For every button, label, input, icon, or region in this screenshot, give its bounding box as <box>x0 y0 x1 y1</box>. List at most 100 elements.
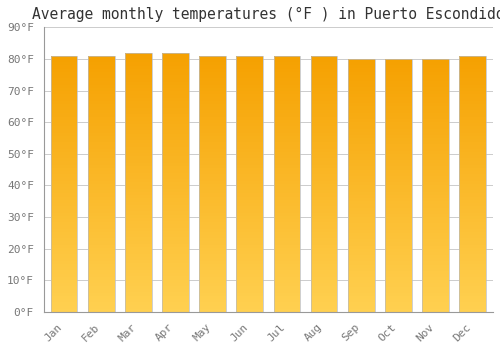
Bar <box>125 231 152 234</box>
Bar <box>460 216 486 219</box>
Bar <box>88 286 115 289</box>
Bar <box>162 59 189 62</box>
Bar <box>162 85 189 88</box>
Bar <box>460 161 486 164</box>
Bar <box>50 139 78 142</box>
Bar <box>200 110 226 113</box>
Bar <box>125 257 152 260</box>
Bar <box>88 187 115 190</box>
Bar <box>50 91 78 94</box>
Bar <box>310 225 338 229</box>
Bar <box>348 116 374 119</box>
Bar <box>274 209 300 213</box>
Bar <box>162 306 189 309</box>
Bar <box>460 197 486 200</box>
Bar <box>236 65 263 69</box>
Bar <box>200 91 226 94</box>
Bar <box>422 65 449 68</box>
Bar <box>236 283 263 286</box>
Bar <box>200 126 226 130</box>
Bar <box>422 59 449 62</box>
Bar <box>125 293 152 296</box>
Bar <box>310 251 338 254</box>
Bar <box>310 209 338 213</box>
Bar <box>422 157 449 160</box>
Bar <box>200 280 226 283</box>
Bar <box>274 197 300 200</box>
Bar <box>50 245 78 248</box>
Bar <box>162 237 189 240</box>
Bar <box>125 52 152 312</box>
Bar <box>422 173 449 176</box>
Bar <box>460 78 486 82</box>
Bar <box>200 161 226 164</box>
Bar <box>125 166 152 169</box>
Bar <box>236 161 263 164</box>
Bar <box>385 59 411 62</box>
Bar <box>422 214 449 217</box>
Bar <box>50 289 78 293</box>
Bar <box>348 268 374 271</box>
Bar <box>348 271 374 274</box>
Bar <box>348 296 374 299</box>
Bar <box>348 71 374 75</box>
Bar <box>125 273 152 276</box>
Bar <box>422 204 449 208</box>
Bar <box>50 238 78 242</box>
Bar <box>348 299 374 302</box>
Bar <box>385 71 411 75</box>
Bar <box>162 208 189 211</box>
Bar <box>88 245 115 248</box>
Bar <box>50 258 78 261</box>
Bar <box>310 149 338 152</box>
Bar <box>50 145 78 149</box>
Bar <box>88 139 115 142</box>
Bar <box>50 302 78 306</box>
Bar <box>200 56 226 59</box>
Bar <box>50 254 78 258</box>
Bar <box>385 75 411 78</box>
Bar <box>348 226 374 230</box>
Bar <box>88 225 115 229</box>
Bar <box>422 113 449 116</box>
Bar <box>310 94 338 97</box>
Bar <box>310 302 338 306</box>
Bar <box>274 203 300 206</box>
Bar <box>460 203 486 206</box>
Bar <box>385 113 411 116</box>
Bar <box>236 164 263 168</box>
Bar <box>50 149 78 152</box>
Bar <box>162 153 189 156</box>
Bar <box>200 273 226 277</box>
Bar <box>274 251 300 254</box>
Bar <box>200 155 226 158</box>
Bar <box>88 110 115 113</box>
Bar <box>236 238 263 242</box>
Bar <box>385 223 411 226</box>
Bar <box>460 229 486 232</box>
Bar <box>88 261 115 264</box>
Bar <box>385 100 411 103</box>
Bar <box>274 254 300 258</box>
Bar <box>460 219 486 222</box>
Bar <box>88 88 115 91</box>
Bar <box>50 56 78 312</box>
Bar <box>460 130 486 133</box>
Bar <box>125 163 152 166</box>
Bar <box>236 197 263 200</box>
Bar <box>200 59 226 62</box>
Bar <box>274 206 300 209</box>
Bar <box>348 217 374 220</box>
Bar <box>385 220 411 223</box>
Bar <box>274 120 300 123</box>
Bar <box>385 88 411 91</box>
Bar <box>162 273 189 276</box>
Bar <box>50 229 78 232</box>
Bar <box>236 194 263 197</box>
Bar <box>200 145 226 149</box>
Bar <box>50 273 78 277</box>
Bar <box>310 283 338 286</box>
Bar <box>422 71 449 75</box>
Bar <box>236 155 263 158</box>
Bar <box>50 130 78 133</box>
